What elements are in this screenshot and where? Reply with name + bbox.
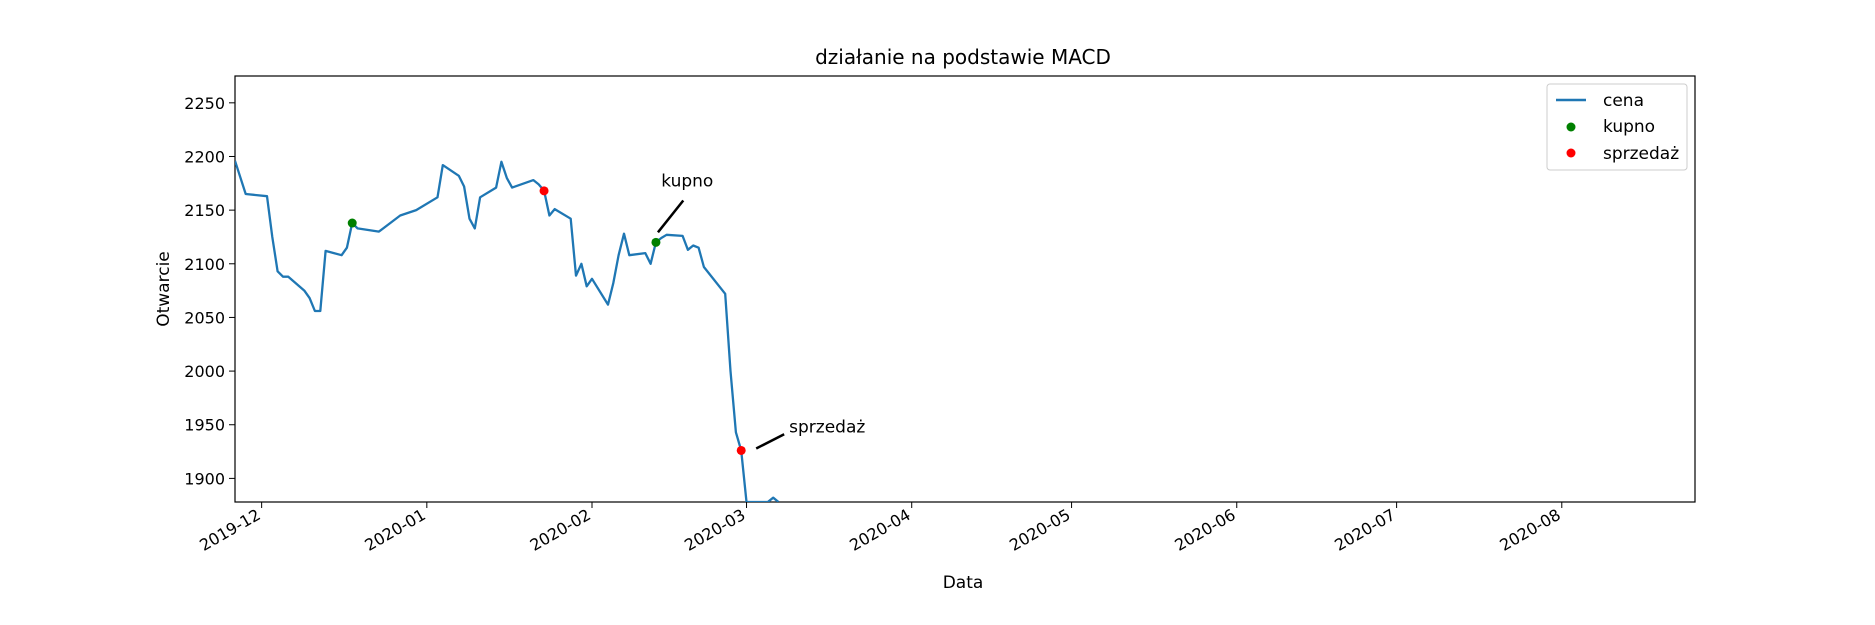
annotation-arrow <box>755 433 785 450</box>
legend: cena kupno sprzedaż <box>1546 83 1688 171</box>
buy-point <box>651 237 661 247</box>
y-tick-label: 2200 <box>184 147 225 166</box>
y-tick-label: 1950 <box>184 416 225 435</box>
x-tick-label: 2020-01 <box>361 505 428 555</box>
annotation-label: sprzedaż <box>789 417 865 437</box>
annotation-label: kupno <box>661 172 713 192</box>
legend-price-label: cena <box>1603 91 1644 111</box>
y-tick-label: 2250 <box>184 94 225 113</box>
legend-frame <box>1546 83 1688 171</box>
y-tick-label: 2000 <box>184 362 225 381</box>
y-tick-label: 2150 <box>184 201 225 220</box>
sell-point <box>736 445 746 455</box>
annotation-arrow <box>656 199 685 234</box>
y-tick-label: 1900 <box>184 469 225 488</box>
x-tick-label: 2020-07 <box>1331 505 1398 555</box>
x-tick-label: 2020-08 <box>1496 505 1563 555</box>
buy-point <box>347 218 357 228</box>
x-tick-label: 2020-05 <box>1006 505 1073 555</box>
x-tick-label: 2019-12 <box>196 505 263 555</box>
y-axis: 1900 1950 2000 2050 2100 2150 2200 2250 <box>184 94 235 488</box>
y-tick-label: 2050 <box>184 308 225 327</box>
legend-sell-marker <box>1566 148 1576 158</box>
price-series-line <box>235 160 780 502</box>
x-axis: 2019-12 2020-01 2020-02 2020-03 2020-04 2020-… <box>196 502 1564 555</box>
y-axis-label: Otwarcie <box>154 251 174 327</box>
legend-buy-label: kupno <box>1603 117 1655 137</box>
y-tick-label: 2100 <box>184 255 225 274</box>
x-tick-label: 2020-06 <box>1171 505 1238 555</box>
x-tick-label: 2020-03 <box>681 505 748 555</box>
legend-buy-marker <box>1566 122 1576 132</box>
plot-area <box>234 75 1696 503</box>
chart-title: działanie na podstawie MACD <box>815 45 1111 69</box>
x-tick-label: 2020-02 <box>527 505 594 555</box>
x-tick-label: 2020-04 <box>846 505 913 555</box>
x-axis-label: Data <box>943 573 984 593</box>
sell-point <box>539 186 549 196</box>
legend-sell-label: sprzedaż <box>1603 144 1679 164</box>
